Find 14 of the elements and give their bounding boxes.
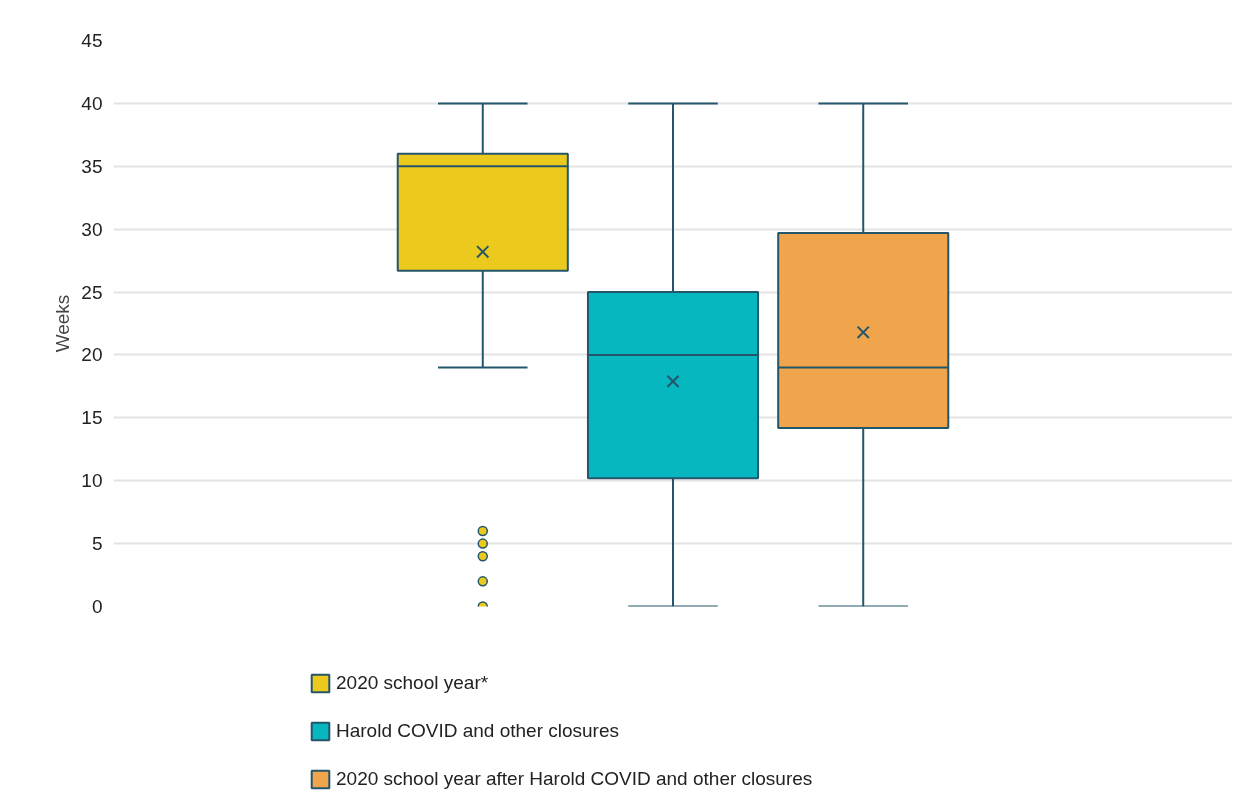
y-tick-label: 35 [81,155,103,177]
legend-label: 2020 school year after Harold COVID and other closures [336,768,813,790]
y-tick-label: 40 [81,92,103,114]
y-tick-label: 10 [81,470,103,492]
legend-label: 2020 school year* [336,672,489,694]
legend-label: Harold COVID and other closures [336,720,620,742]
y-tick-label: 45 [81,30,103,51]
y-tick-label: 0 [91,596,103,617]
y-axis-title: Weeks [52,294,74,353]
y-tick-label: 15 [81,407,103,429]
y-tick-label: 20 [81,344,103,366]
y-tick-label: 30 [81,218,103,240]
y-tick-label: 5 [91,533,103,555]
y-tick-label: 25 [81,281,103,303]
